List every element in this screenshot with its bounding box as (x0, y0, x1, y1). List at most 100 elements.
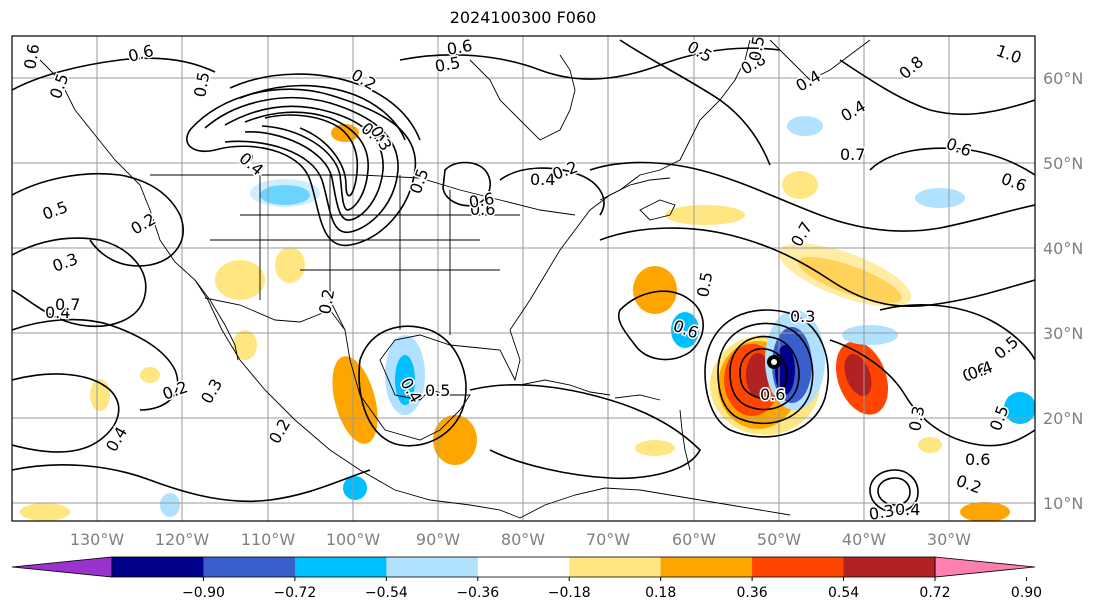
colorbar-tick-label: 0.36 (737, 585, 768, 601)
colorbar-segment (203, 557, 296, 577)
shade-lightblue-east (842, 325, 898, 345)
lat-tick-label: 30°N (1043, 324, 1083, 343)
contour-lines (12, 39, 1035, 513)
contour-trough-7 (239, 84, 406, 141)
map-title: 2024100300 F060 (449, 8, 597, 27)
coastlines-and-borders (39, 39, 871, 519)
coast-hudson-bay (469, 54, 576, 141)
lat-tick-label: 60°N (1043, 69, 1083, 88)
contour-north-3 (869, 147, 1035, 176)
coast-us-east (509, 177, 671, 331)
contour-west-4 (12, 373, 120, 453)
colorbar-tick-label: −0.18 (548, 585, 591, 601)
border-us-canada (150, 174, 576, 216)
contour-west-2 (12, 237, 147, 327)
coast-baja (194, 279, 239, 361)
contour-gulf-low (358, 325, 467, 447)
colorbar-segment (660, 557, 753, 577)
contour-label: 0.5 (425, 381, 450, 400)
contour-label: 0.6 (760, 385, 785, 404)
lat-tick-label: 10°N (1043, 494, 1083, 513)
colorbar-segment (843, 557, 936, 577)
lon-tick-label: 70°W (586, 530, 630, 549)
lon-tick-label: 130°W (70, 530, 125, 549)
longitude-tick-labels: 130°W 120°W 110°W 100°W 90°W 80°W 70°W 60°W 50°W… (70, 530, 971, 549)
contour-label: 0.7 (840, 145, 865, 164)
contour-nc-low (442, 161, 491, 207)
border-us-mexico (204, 297, 346, 331)
contour-north-1 (399, 47, 781, 80)
shade-blue-gulf (395, 355, 415, 405)
colorbar-tick-label: 0.72 (919, 585, 950, 601)
colorbar-tick-label: 0.90 (1011, 585, 1042, 601)
contour-label: 0.4 (895, 500, 920, 519)
contour-midatl-2 (599, 227, 1035, 308)
shade-darkred-hurricane (746, 353, 770, 397)
shade-yellow-mexico (215, 260, 265, 300)
shade-lightblue-rockies (250, 179, 320, 207)
contour-midatl-3 (617, 290, 704, 361)
latitude-tick-labels: 60°N 50°N 40°N 30°N 20°N 10°N (1043, 69, 1083, 513)
lon-tick-label: 80°W (501, 530, 545, 549)
lon-tick-label: 30°W (927, 530, 971, 549)
contour-trough-3 (224, 105, 384, 221)
lat-tick-label: 40°N (1043, 239, 1083, 258)
coast-south-america (519, 487, 791, 519)
contour-label: 0.3 (867, 501, 895, 524)
shade-lightblue-south (160, 493, 180, 517)
shade-navy-hurricane (775, 345, 795, 395)
colorbar-tick-label: 0.18 (645, 585, 676, 601)
shade-yellow-north-atlantic (778, 243, 912, 307)
coast-newfoundland (639, 199, 676, 221)
lon-tick-label: 90°W (416, 530, 460, 549)
map-area: 0.6 0.50.6 0.5 0.80.50.4 0.8 1.00.50.60.50.40… (11, 35, 1036, 524)
contour-trough-1 (186, 88, 417, 247)
shade-yellow-west (275, 247, 305, 283)
lat-tick-label: 20°N (1043, 409, 1083, 428)
coast-cuba (519, 379, 611, 396)
contour-north-4 (839, 59, 1035, 116)
contour-storm-3 (717, 322, 814, 425)
colorbar-segment (386, 557, 479, 577)
contour-label: 0.5 (693, 270, 716, 298)
colorbar-tick-label: 0.54 (828, 585, 859, 601)
colorbar-segment (477, 557, 570, 577)
border-states-1 (210, 175, 520, 335)
shade-yellow-baja (233, 330, 257, 360)
contour-north-2 (619, 39, 771, 166)
colorbar-segment (752, 557, 845, 577)
coast-gulf-of-mexico (329, 299, 521, 441)
contour-label: 0.3 (790, 307, 815, 326)
lon-tick-label: 50°W (757, 530, 801, 549)
shade-yellow-atl-south (918, 437, 942, 453)
colorbar-segment (294, 557, 387, 577)
shade-darkred-east-of-storm (844, 353, 872, 397)
colorbar-tick-label: −0.72 (273, 585, 316, 601)
lat-lon-gridlines (12, 36, 1035, 521)
colorbar-tick-labels: −0.90 −0.72 −0.54 −0.36 −0.18 0.18 0.36 0.54 0.7… (182, 577, 1042, 601)
contour-south-1 (12, 464, 371, 503)
colorbar-segment (112, 557, 204, 577)
contour-trough-6 (229, 73, 421, 141)
shaded-anomaly-fields (20, 116, 1035, 521)
colorbar-frame (111, 556, 936, 578)
contour-west-1 (12, 172, 184, 267)
contour-se-ring-2 (877, 477, 911, 506)
contour-label: 0.6 (20, 42, 43, 70)
contour-trough-2 (204, 96, 399, 233)
contour-east-2 (879, 304, 1035, 361)
lon-tick-label: 40°W (842, 530, 886, 549)
shade-yellow-southeast (960, 502, 1010, 521)
colorbar (11, 556, 1036, 578)
shade-yellow-newfoundland (665, 205, 745, 225)
contour-label: 0.6 (965, 450, 990, 469)
shade-lightblue-farright (1004, 392, 1035, 424)
contour-greatlakes (499, 167, 605, 216)
shade-lightblue-eastatl (915, 188, 965, 208)
colorbar-segment (569, 557, 662, 577)
hurricane-center (767, 355, 781, 369)
lat-tick-label: 50°N (1043, 154, 1083, 173)
contour-west-3 (12, 318, 179, 411)
shade-lightblue-greenland (787, 116, 823, 136)
